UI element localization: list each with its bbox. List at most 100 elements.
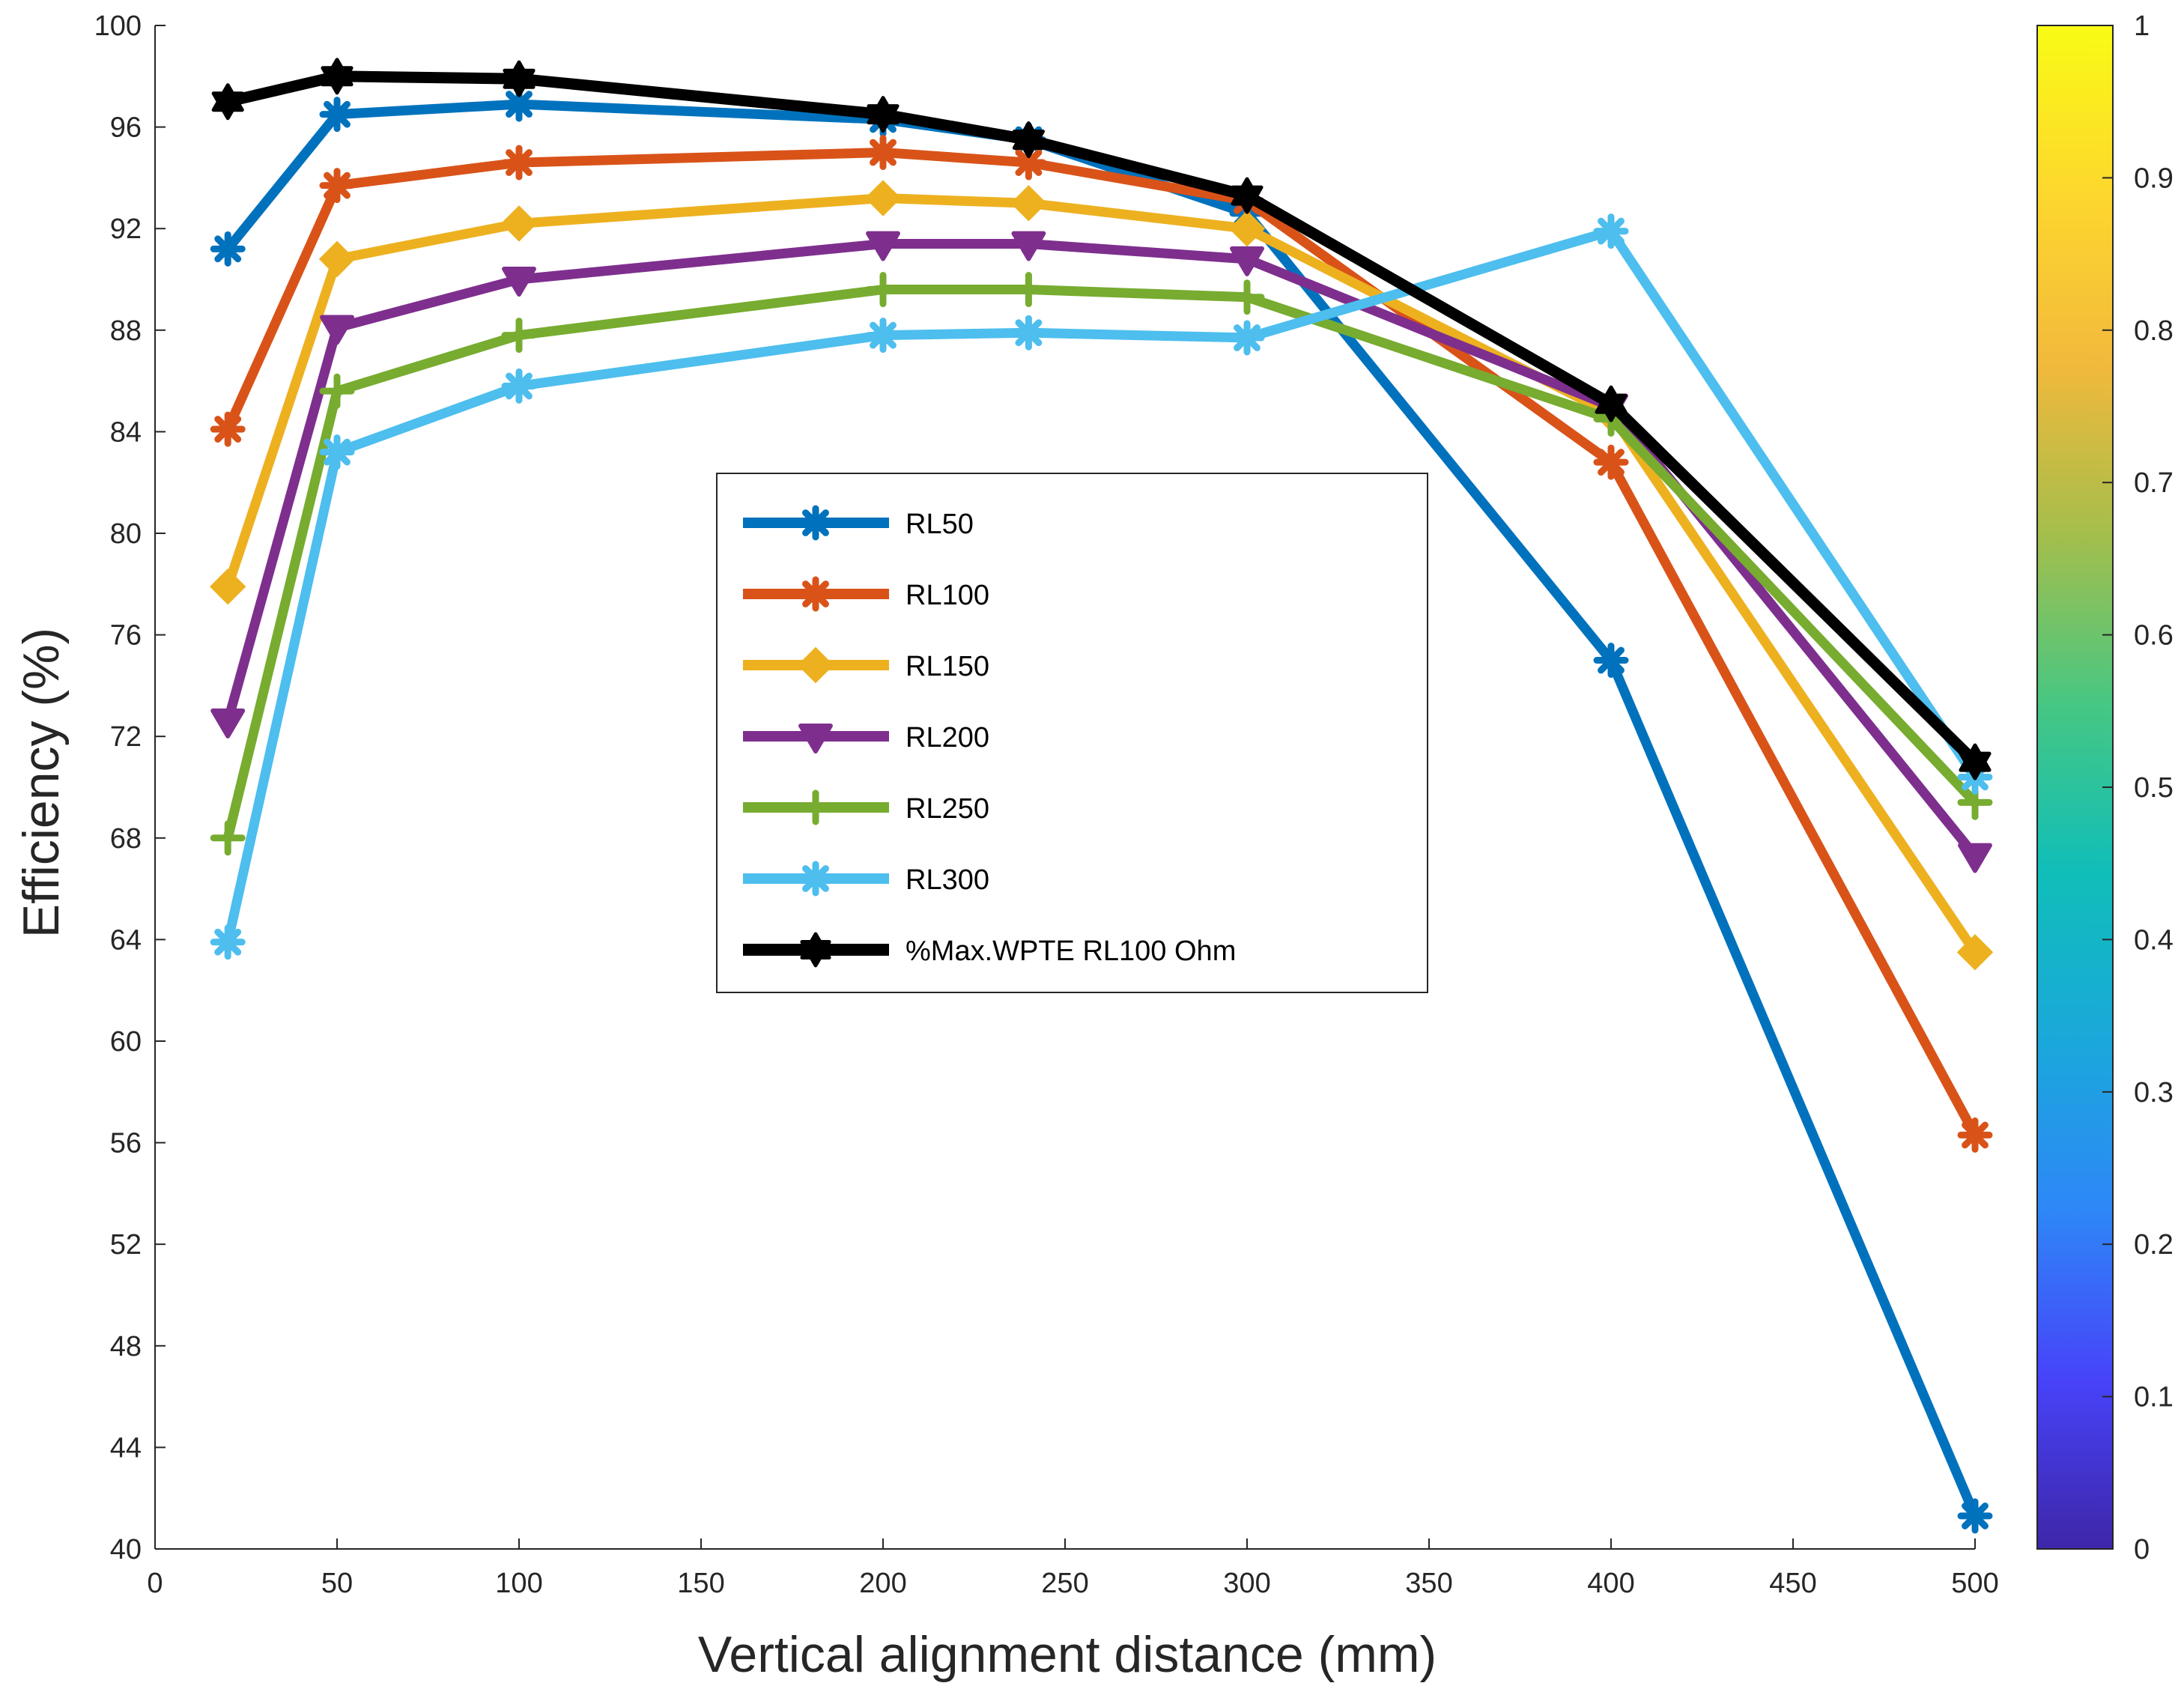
data-point: [501, 318, 537, 354]
marker-core: [876, 329, 890, 342]
marker-shape: [318, 240, 356, 278]
series-line: [222, 239, 1980, 861]
marker-shape: [210, 708, 246, 739]
legend-marker: [798, 576, 834, 612]
x-axis-title: Vertical alignment distance (mm): [698, 1626, 1437, 1683]
marker-core: [512, 379, 526, 392]
data-point: [210, 411, 246, 447]
colorbar-tick-label: 0.9: [2134, 163, 2174, 194]
series-line: [222, 285, 1980, 843]
legend-label: RL100: [906, 580, 989, 611]
marker-shape: [1595, 393, 1628, 422]
marker-core: [1240, 331, 1254, 345]
y-tick-label: 68: [110, 823, 142, 855]
marker-shape: [210, 568, 246, 605]
data-point: [1595, 385, 1628, 422]
marker-shape: [800, 940, 831, 968]
y-tick-label: 84: [110, 416, 142, 448]
legend-label: RL200: [906, 722, 989, 754]
marker-shape: [211, 91, 244, 121]
y-tick-label: 76: [110, 620, 142, 652]
marker-shape: [1228, 210, 1266, 247]
series--max-wpte-rl100-ohm: [211, 58, 1992, 780]
data-point: [320, 315, 354, 345]
data-point: [1593, 444, 1629, 480]
marker-shape: [866, 231, 900, 261]
colorbar-tick-label: 0.8: [2134, 315, 2174, 347]
legend-entry: RL200: [743, 722, 989, 754]
data-point: [1010, 145, 1046, 181]
marker-shape: [797, 646, 834, 684]
marker-core: [876, 145, 890, 160]
data-point: [1012, 121, 1045, 159]
y-axis-title: Efficiency (%): [13, 628, 70, 938]
data-point: [1011, 231, 1046, 261]
data-point: [321, 58, 354, 95]
marker-shape: [798, 724, 833, 754]
marker-core: [221, 936, 234, 949]
marker-shape: [1231, 185, 1264, 214]
marker-shape: [1011, 231, 1046, 261]
data-point: [865, 135, 901, 170]
marker-core: [330, 445, 344, 459]
colorbar-tick-label: 0.6: [2134, 620, 2174, 652]
data-point: [1010, 185, 1047, 222]
colorbar-tick-label: 0.7: [2134, 467, 2174, 499]
colorbar-tick-label: 0.2: [2134, 1229, 2174, 1261]
y-tick-label: 52: [110, 1229, 142, 1261]
marker-shape: [1959, 751, 1992, 780]
series-line: [222, 70, 1981, 768]
legend-label: RL250: [906, 793, 989, 825]
legend-label: RL150: [906, 651, 989, 682]
marker-core: [809, 516, 822, 530]
y-tick-label: 96: [110, 112, 142, 144]
data-point: [210, 231, 246, 267]
colorbar-tick-label: 0.1: [2134, 1382, 2174, 1413]
data-point: [501, 368, 537, 404]
data-point: [211, 83, 244, 121]
marker-shape: [864, 180, 902, 216]
y-tick-label: 72: [110, 721, 142, 753]
data-point: [503, 60, 536, 97]
marker-shape: [867, 104, 900, 133]
x-tick-label: 50: [321, 1568, 353, 1599]
legend-marker: [797, 646, 834, 684]
legend-entry: RL150: [743, 646, 989, 684]
y-tick-label: 64: [110, 924, 142, 956]
colorbar-tick-label: 0.4: [2134, 924, 2174, 956]
marker-shape: [500, 205, 538, 242]
legend-marker: [800, 932, 831, 968]
data-point: [866, 231, 900, 261]
axes: 0 50 100 150 200 250 300 350 400 450 500 40 44 48 52 56…: [94, 10, 1999, 1599]
data-point: [1593, 643, 1629, 678]
data-point: [319, 168, 355, 204]
marker-shape: [321, 66, 354, 95]
x-tick-label: 250: [1041, 1568, 1088, 1599]
x-tick-label: 500: [1951, 1568, 1998, 1599]
colorbar-tick-label: 1: [2134, 10, 2150, 42]
legend-marker: [798, 789, 834, 825]
marker-core: [1968, 1128, 1982, 1141]
data-point: [1958, 843, 1992, 873]
marker-core: [1604, 455, 1618, 469]
marker-core: [1022, 156, 1035, 169]
series-line: [222, 226, 1980, 947]
marker-shape: [503, 68, 536, 97]
data-point: [318, 240, 356, 278]
marker-core: [330, 179, 344, 192]
series-layer: [210, 58, 1994, 1534]
data-point: [1010, 272, 1046, 308]
y-tick-label: 56: [110, 1128, 142, 1159]
legend-marker: [798, 505, 834, 541]
legend-marker: [798, 861, 834, 897]
data-point: [502, 267, 536, 297]
colorbar-scale: [2036, 25, 2114, 1550]
legend-label: RL300: [906, 864, 989, 896]
x-tick-label: 100: [495, 1568, 542, 1599]
data-point: [1959, 743, 1992, 780]
y-tick-label: 60: [110, 1026, 142, 1058]
y-tick-label: 80: [110, 518, 142, 550]
x-tick-label: 200: [859, 1568, 906, 1599]
data-point: [864, 180, 902, 216]
data-point: [1228, 210, 1266, 247]
